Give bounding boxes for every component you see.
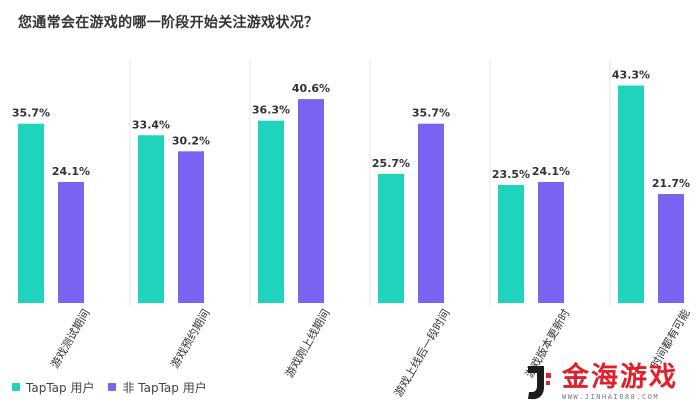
legend-swatch-non-taptap bbox=[108, 383, 117, 391]
value-label: 25.7% bbox=[372, 157, 410, 170]
legend-swatch-taptap bbox=[12, 383, 20, 391]
bar-taptap bbox=[618, 85, 644, 303]
category-dividers bbox=[129, 60, 611, 306]
bar-taptap bbox=[138, 135, 164, 303]
value-label: 23.5% bbox=[492, 168, 530, 181]
value-label: 40.6% bbox=[292, 82, 330, 95]
bar-taptap bbox=[378, 173, 404, 303]
bar-non-taptap bbox=[58, 181, 84, 303]
category-label: 游戏测试期间 bbox=[48, 307, 92, 371]
watermark-logo: 金海游戏 WWW.JINHAI888.COM bbox=[520, 358, 696, 406]
value-label: 43.3% bbox=[612, 69, 650, 82]
bar-non-taptap bbox=[658, 194, 684, 303]
category-label: 游戏刚上线期间 bbox=[282, 307, 333, 381]
value-label: 35.7% bbox=[412, 107, 450, 120]
bar-taptap bbox=[18, 123, 44, 303]
value-labels: 35.7% 24.1% 33.4%30.2% 36.3%40.6% 25.7% 35.7%… bbox=[12, 69, 690, 190]
bar-non-taptap bbox=[418, 123, 444, 303]
value-label: 24.1% bbox=[52, 165, 90, 178]
bar-non-taptap bbox=[298, 99, 324, 303]
bar-non-taptap bbox=[178, 151, 204, 303]
value-label: 35.7% bbox=[12, 107, 50, 120]
jinhai-logo-icon bbox=[528, 366, 551, 400]
legend: TapTap 用户 非 TapTap 用户 bbox=[12, 378, 221, 396]
legend-label-taptap: TapTap 用户 bbox=[26, 380, 95, 395]
bar-group bbox=[18, 85, 684, 304]
legend-item-non-taptap: 非 TapTap 用户 bbox=[108, 379, 207, 396]
category-label: 游戏上线后一段时间 bbox=[391, 307, 453, 400]
watermark-text: 金海游戏 bbox=[562, 361, 678, 393]
legend-label-non-taptap: 非 TapTap 用户 bbox=[122, 380, 207, 395]
watermark-url: WWW.JINHAI888.COM bbox=[562, 392, 660, 401]
chart-title: 您通常会在游戏的哪一阶段开始关注游戏状况？ bbox=[18, 15, 319, 31]
bar-non-taptap bbox=[538, 181, 564, 303]
bar-taptap bbox=[498, 184, 524, 303]
value-label: 36.3% bbox=[252, 104, 290, 117]
value-label: 24.1% bbox=[532, 165, 570, 178]
value-label: 30.2% bbox=[172, 134, 210, 147]
category-label: 游戏预约期间 bbox=[168, 307, 212, 371]
value-label: 21.7% bbox=[652, 177, 690, 190]
bar-taptap bbox=[258, 120, 284, 304]
legend-item-taptap: TapTap 用户 bbox=[12, 379, 94, 396]
value-label: 33.4% bbox=[132, 118, 170, 131]
